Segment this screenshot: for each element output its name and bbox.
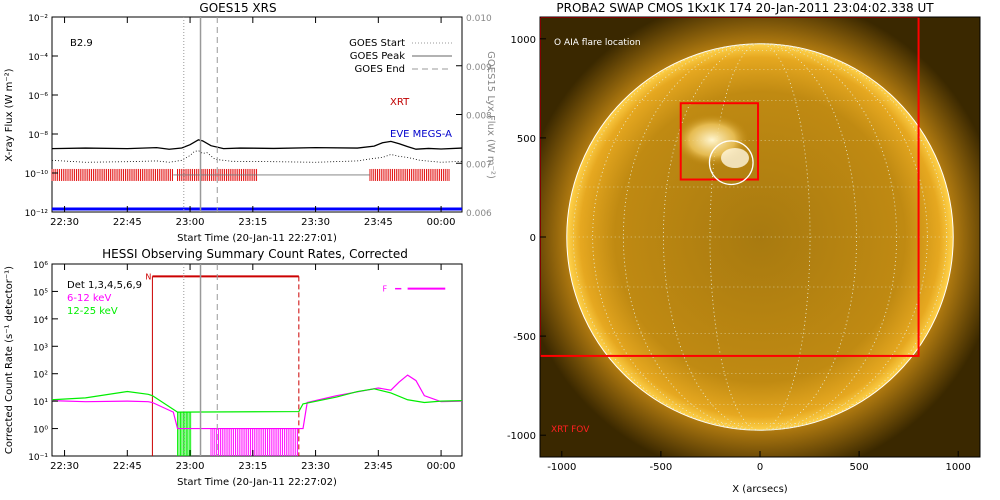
goes-ytick-label: 10⁻⁶ [28,92,48,102]
swap-xtick-label: -500 [650,462,673,473]
hessi-ytick-label: 10² [33,371,48,381]
hessi-ytick-label: 10⁵ [33,288,48,298]
swap-title: PROBA2 SWAP CMOS 1Kx1K 174 20-Jan-2011 2… [556,1,934,15]
swap-ytick-label: -500 [513,332,536,343]
aia-flare-circle [708,140,754,186]
hessi-ytick-label: 10¹ [33,398,48,408]
goes-xtick-label: 23:00 [176,217,205,228]
goes-ytick-label: 10⁻² [28,14,48,24]
legend-detectors: Det 1,3,4,5,6,9 [67,280,142,291]
aia-legend: O AIA flare location [554,38,641,48]
goes-xtick-label: 00:00 [427,217,456,228]
swap-ytick-label: 500 [517,134,536,145]
goes-y2tick-label: 0.007 [466,160,492,170]
lon-grid-line [709,43,811,431]
goes-ytick-label: 10⁻¹⁰ [25,170,49,180]
swap-ytick-label: -1000 [507,431,536,442]
xrt-fov-label: XRT FOV [551,425,590,435]
hessi-12-25kev-line [51,388,463,413]
hessi-legend: Det 1,3,4,5,6,9 6-12 keV 12-25 keV [67,280,142,317]
lon-grid-line [622,43,898,431]
swap-image-panel: PROBA2 SWAP CMOS 1Kx1K 174 20-Jan-2011 2… [507,1,981,495]
hessi-ytick-label: 10³ [33,343,48,353]
swap-xtick-label: 0 [757,462,763,473]
hessi-flag-f: F [383,285,388,294]
goes-y2tick-label: 0.008 [466,112,492,122]
goes-ytick-label: 10⁻⁸ [28,131,48,141]
legend-goes-end: GOES End [355,64,405,75]
swap-ytick-label: 0 [530,233,536,244]
goes-ytick-label: 10⁻¹² [25,209,49,219]
hessi-xtick-label: 23:45 [364,461,393,472]
legend-goes-start: GOES Start [349,38,405,49]
hessi-ytick-label: 10⁶ [33,261,48,271]
lon-grid-line [592,43,928,431]
goes-ylabel-right: GOES15 Lyx Flux (W m⁻²) [485,51,496,179]
hessi-ytick-label: 10⁰ [33,426,48,436]
hessi-xtick-label: 23:00 [176,461,205,472]
flare-bright-patch [721,148,749,168]
swap-xtick-label: -1000 [547,462,576,473]
legend-goes-peak: GOES Peak [350,51,405,62]
goes-ytick-label: 10⁻⁴ [28,53,48,63]
swap-ytick-label: 1000 [511,35,536,46]
xrt-fov-box [540,17,920,357]
swap-xlabel: X (arcsecs) [732,484,788,495]
hessi-xtick-label: 00:00 [427,461,456,472]
goes-xtick-label: 22:30 [50,217,79,228]
eve-annotation: EVE MEGS-A [390,129,452,140]
hessi-ytick-label: 10⁻¹ [28,453,48,463]
lon-grid-line [572,43,948,431]
hessi-ytick-label: 10⁴ [33,316,48,326]
goes-xlabel: Start Time (20-Jan-11 22:27:01) [177,233,337,244]
goes-ylabel: X-ray Flux (W m⁻²) [4,68,15,161]
hessi-panel: HESSI Observing Summary Count Rates, Cor… [4,247,463,488]
hessi-flag-n: N [145,272,151,281]
goes-title: GOES15 XRS [199,1,276,15]
hessi-xtick-label: 23:30 [301,461,330,472]
hessi-xtick-label: 22:45 [113,461,142,472]
goes-class-label: B2.9 [70,38,93,49]
hessi-ylabel: Corrected Count Rate (s⁻¹ detector⁻¹) [4,266,15,454]
legend-12-25kev: 12-25 keV [67,306,118,317]
goes-legend: GOES Start GOES Peak GOES End [349,38,452,75]
swap-xtick-label: 1000 [945,462,970,473]
goes-long-series-line [51,139,463,150]
goes-y2tick-label: 0.009 [466,63,492,73]
hessi-6-12kev-line [51,374,463,430]
goes-xtick-label: 23:30 [301,217,330,228]
legend-6-12kev: 6-12 keV [67,293,111,304]
lon-grid-line [662,43,858,431]
goes-xtick-label: 23:45 [364,217,393,228]
goes-xtick-label: 22:45 [113,217,142,228]
hessi-title: HESSI Observing Summary Count Rates, Cor… [102,247,408,261]
swap-image [540,17,980,457]
goes-xrs-panel: GOES15 XRS 22:30 22:45 23:00 23:15 23:30 23:4… [4,1,496,244]
hessi-xtick-label: 23:15 [238,461,267,472]
goes-xtick-label: 23:15 [238,217,267,228]
hessi-plot-frame [51,263,463,457]
xrt-annotation: XRT [390,97,410,108]
swap-xtick-label: 500 [850,462,869,473]
hessi-xlabel: Start Time (20-Jan-11 22:27:02) [177,477,337,488]
region-box [679,102,760,181]
goes-y2tick-label: 0.010 [466,14,492,24]
hessi-xtick-label: 22:30 [50,461,79,472]
goes-y2tick-label: 0.006 [466,209,492,219]
